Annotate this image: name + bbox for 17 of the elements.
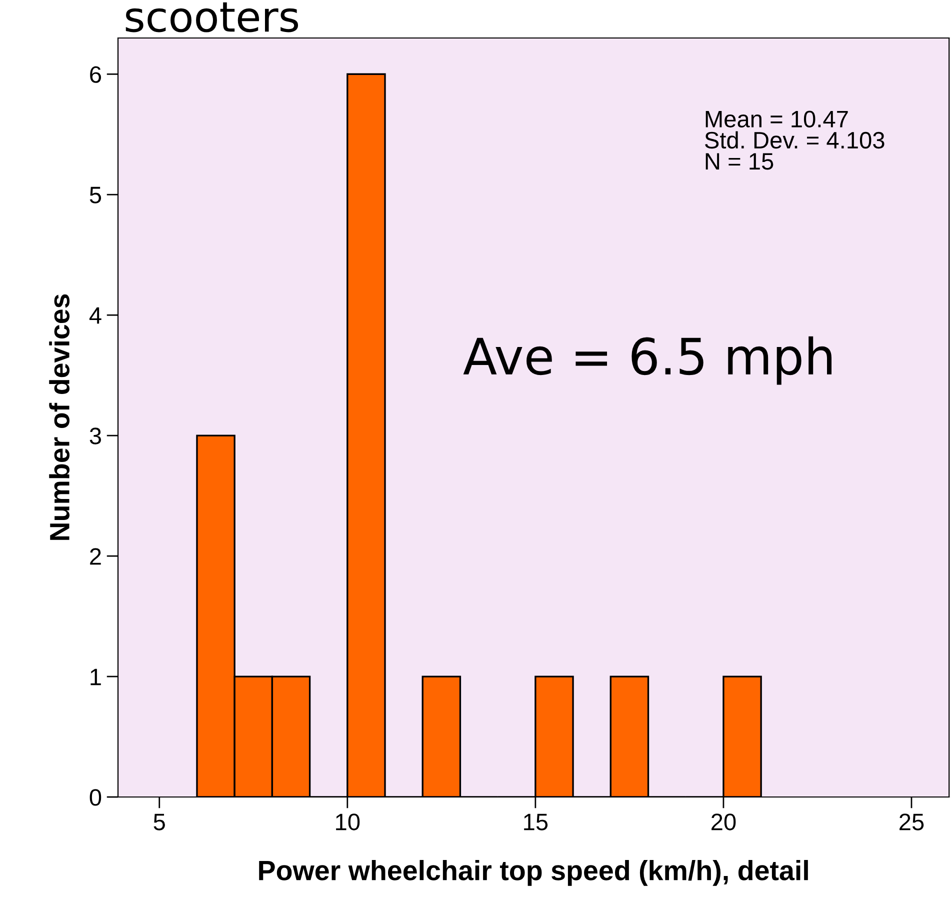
x-tick-label: 25 — [900, 814, 924, 830]
annotation: Ave = 6.5 mph — [463, 336, 832, 385]
y-axis-title: Number of devices — [49, 294, 70, 540]
x-tick-label: 15 — [524, 814, 548, 830]
chart-title: scooters — [126, 2, 298, 32]
y-tick-label: 1 — [90, 668, 101, 686]
x-tick-label: 20 — [712, 814, 736, 830]
x-axis-title: Power wheelchair top speed (km/h), detail — [259, 860, 808, 886]
y-tick-label: 3 — [90, 428, 101, 444]
y-tick-label: 6 — [90, 66, 101, 83]
x-tick-label: 10 — [336, 814, 360, 830]
y-tick-label: 2 — [90, 548, 101, 565]
annotation: Mean = 10.47 Std. Dev. = 4.103 N = 15 — [705, 110, 884, 170]
y-tick-label: 4 — [89, 307, 102, 324]
x-tick-label: 5 — [154, 814, 165, 830]
y-tick-label: 0 — [90, 789, 102, 806]
y-tick-label: 5 — [90, 186, 102, 204]
